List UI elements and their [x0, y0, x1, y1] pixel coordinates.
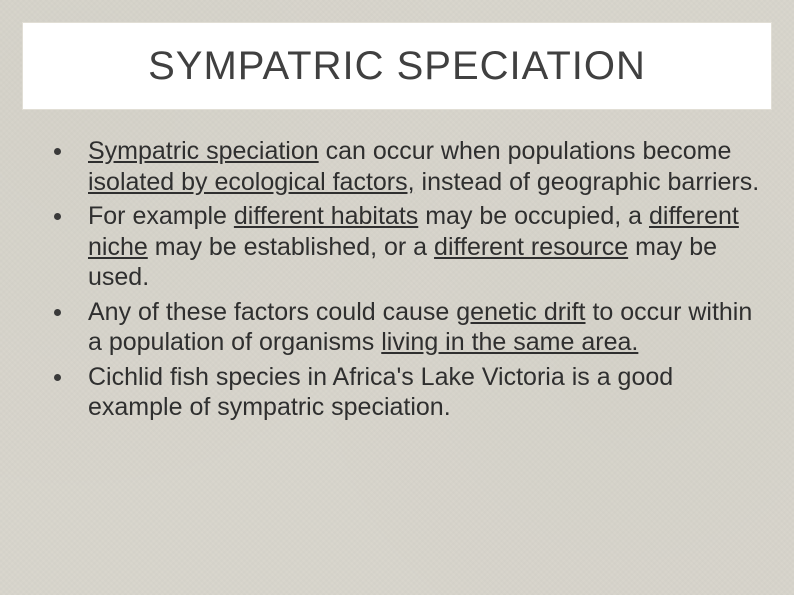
- bullet-item: Any of these factors could cause genetic…: [40, 297, 760, 358]
- text-run: genetic drift: [456, 298, 585, 326]
- text-run: may be occupied, a: [418, 202, 649, 230]
- bullet-item: Cichlid fish species in Africa's Lake Vi…: [40, 362, 760, 423]
- title-box: SYMPATRIC SPECIATION: [22, 22, 772, 110]
- text-run: Sympatric speciation: [88, 137, 319, 165]
- bullet-item: For example different habitats may be oc…: [40, 201, 760, 293]
- text-run: For example: [88, 202, 234, 230]
- text-run: different habitats: [234, 202, 418, 230]
- text-run: may be established, or a: [148, 233, 434, 261]
- text-run: different resource: [434, 233, 628, 261]
- bullet-item: Sympatric speciation can occur when popu…: [40, 136, 760, 197]
- slide-body: Sympatric speciation can occur when popu…: [40, 136, 760, 427]
- text-run: isolated by ecological factors,: [88, 168, 415, 196]
- text-run: Cichlid fish species in Africa's Lake Vi…: [88, 363, 673, 422]
- bullet-list: Sympatric speciation can occur when popu…: [40, 136, 760, 423]
- text-run: can occur when populations become: [319, 137, 732, 165]
- text-run: instead of geographic barriers.: [415, 168, 760, 196]
- text-run: Any of these factors could cause: [88, 298, 456, 326]
- text-run: living in the same area.: [381, 328, 638, 356]
- slide: SYMPATRIC SPECIATION Sympatric speciatio…: [0, 0, 794, 595]
- slide-title: SYMPATRIC SPECIATION: [148, 44, 646, 89]
